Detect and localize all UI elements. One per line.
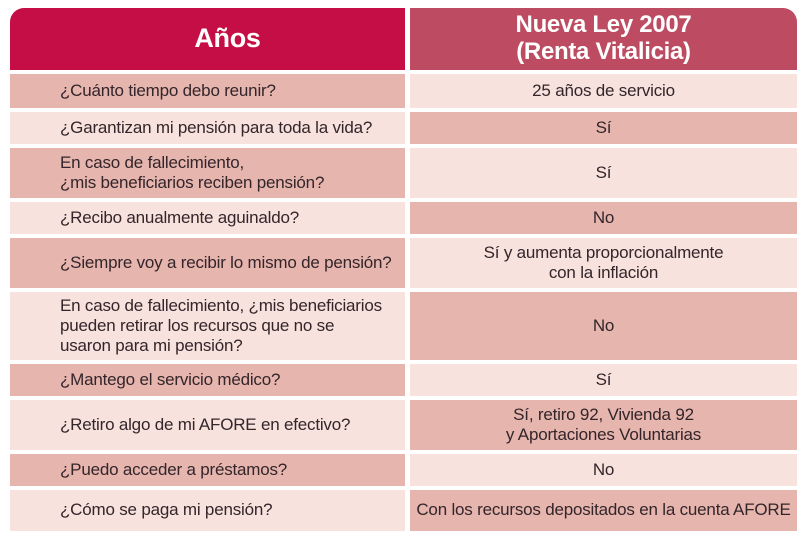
table-body: ¿Cuánto tiempo debo reunir? 25 años de se… bbox=[10, 73, 797, 533]
table-header-row: Años Nueva Ley 2007 (Renta Vitalicia) bbox=[10, 8, 797, 70]
table-row: ¿Mantego el servicio médico? Sí bbox=[10, 363, 797, 396]
table-row: ¿Cómo se paga mi pensión? Con los recurso… bbox=[10, 489, 797, 531]
table-row: ¿Siempre voy a recibir lo mismo de pensi… bbox=[10, 237, 797, 288]
question-cell: ¿Retiro algo de mi AFORE en efectivo? bbox=[10, 399, 405, 450]
answer-cell: Sí y aumenta proporcionalmente con la in… bbox=[410, 237, 797, 288]
question-cell: En caso de fallecimiento, ¿mis beneficia… bbox=[10, 291, 405, 360]
table-row: ¿Puedo acceder a préstamos? No bbox=[10, 453, 797, 486]
table-row: En caso de fallecimiento, ¿mis beneficia… bbox=[10, 291, 797, 360]
answer-cell: Sí bbox=[410, 111, 797, 144]
answer-cell: No bbox=[410, 291, 797, 360]
table-row: ¿Garantizan mi pensión para toda la vida… bbox=[10, 111, 797, 144]
question-cell: ¿Garantizan mi pensión para toda la vida… bbox=[10, 111, 405, 144]
question-cell: ¿Puedo acceder a préstamos? bbox=[10, 453, 405, 486]
answer-cell: Con los recursos depositados en la cuent… bbox=[410, 489, 797, 531]
question-cell: ¿Siempre voy a recibir lo mismo de pensi… bbox=[10, 237, 405, 288]
column-header-nueva-ley-2007: Nueva Ley 2007 (Renta Vitalicia) bbox=[410, 8, 797, 70]
answer-cell: No bbox=[410, 453, 797, 486]
answer-cell: Sí bbox=[410, 147, 797, 198]
question-cell: En caso de fallecimiento, ¿mis beneficia… bbox=[10, 147, 405, 198]
table-row: En caso de fallecimiento, ¿mis beneficia… bbox=[10, 147, 797, 198]
question-cell: ¿Cómo se paga mi pensión? bbox=[10, 489, 405, 531]
question-cell: ¿Recibo anualmente aguinaldo? bbox=[10, 201, 405, 234]
answer-cell: Sí, retiro 92, Vivienda 92 y Aportacione… bbox=[410, 399, 797, 450]
table-row: ¿Retiro algo de mi AFORE en efectivo? Sí,… bbox=[10, 399, 797, 450]
column-header-anos: Años bbox=[10, 8, 405, 70]
table-row: ¿Recibo anualmente aguinaldo? No bbox=[10, 201, 797, 234]
answer-cell: No bbox=[410, 201, 797, 234]
question-cell: ¿Cuánto tiempo debo reunir? bbox=[10, 73, 405, 108]
pension-comparison-table: Años Nueva Ley 2007 (Renta Vitalicia) ¿C… bbox=[10, 8, 797, 533]
answer-cell: 25 años de servicio bbox=[410, 73, 797, 108]
answer-cell: Sí bbox=[410, 363, 797, 396]
table-row: ¿Cuánto tiempo debo reunir? 25 años de se… bbox=[10, 73, 797, 108]
question-cell: ¿Mantego el servicio médico? bbox=[10, 363, 405, 396]
